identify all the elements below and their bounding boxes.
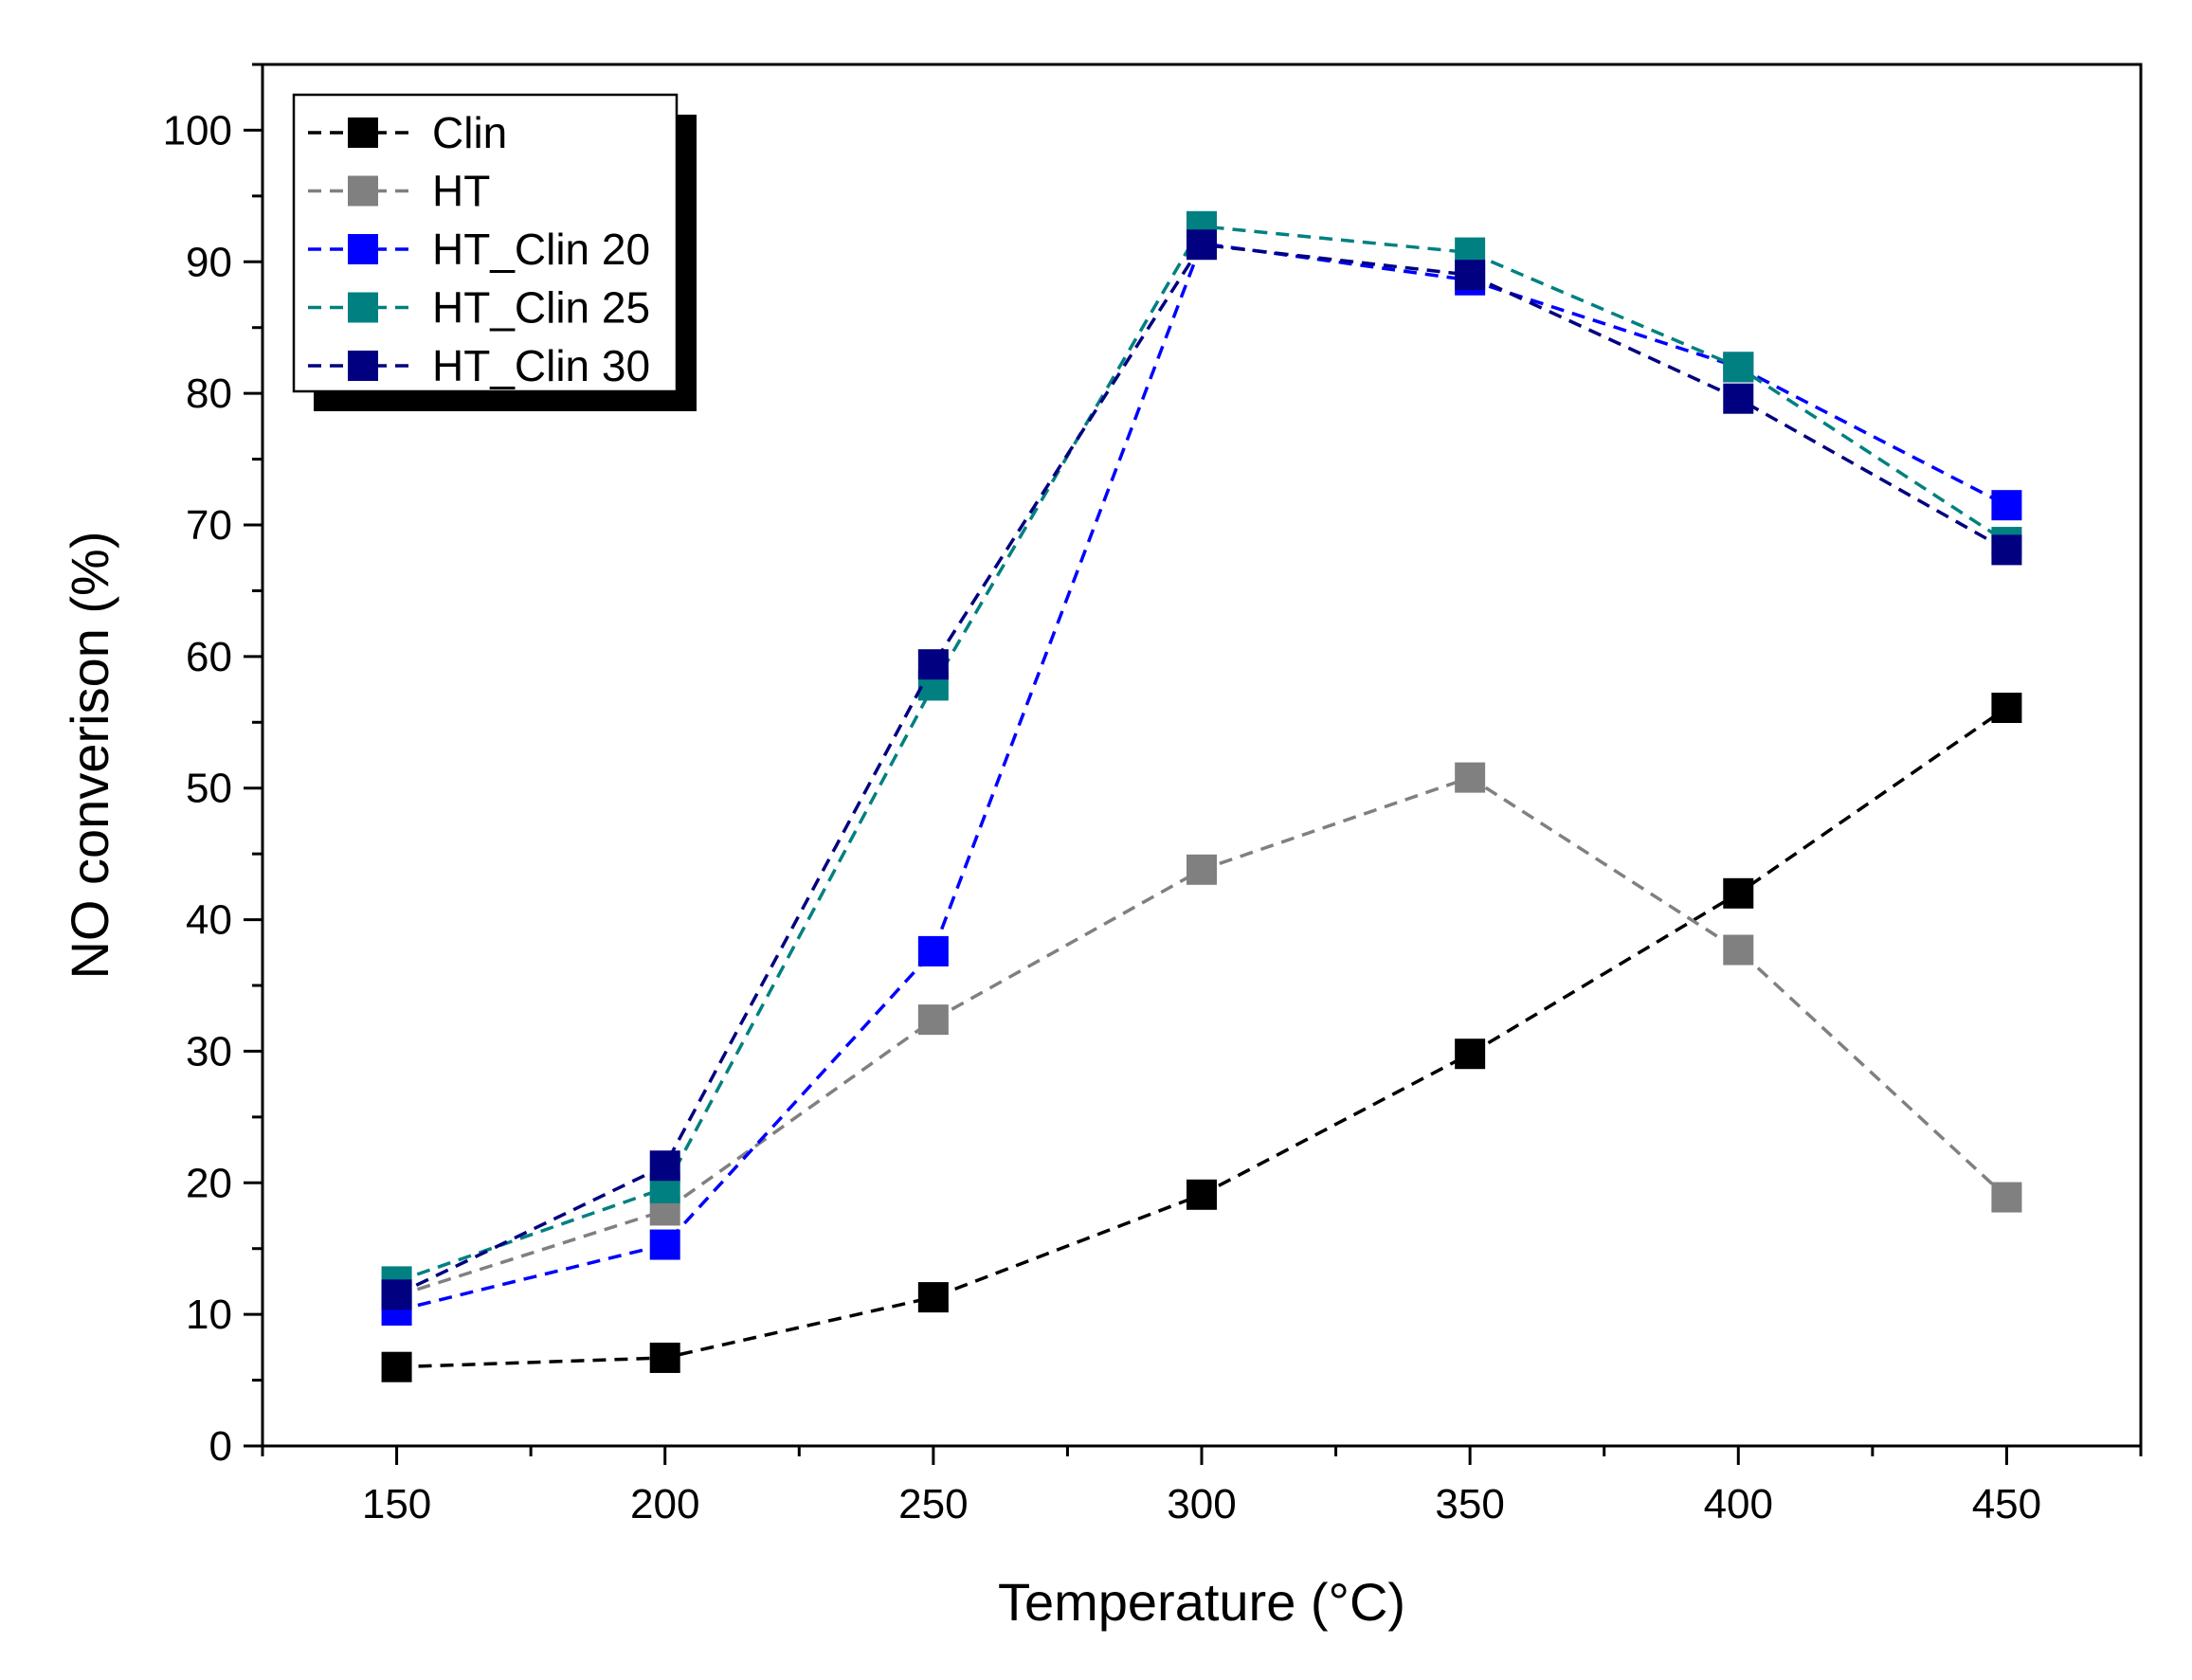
data-point xyxy=(917,1282,949,1313)
series-layer xyxy=(381,210,2022,1382)
x-tick-label: 450 xyxy=(1972,1481,2041,1527)
x-tick-label: 150 xyxy=(362,1481,431,1527)
legend-label: Clin xyxy=(432,108,507,157)
x-tick-label: 300 xyxy=(1167,1481,1236,1527)
legend-item-ht-clin-20: HT_Clin 20 xyxy=(308,225,650,274)
legend-marker xyxy=(348,292,378,323)
data-point xyxy=(1455,1039,1486,1070)
y-tick-label: 100 xyxy=(163,107,232,154)
legend-label: HT_Clin 30 xyxy=(432,341,650,390)
data-point xyxy=(1187,854,1217,885)
legend-item-ht-clin-25: HT_Clin 25 xyxy=(308,283,650,333)
legend-marker xyxy=(348,234,378,264)
legend-label: HT_Clin 20 xyxy=(432,225,650,274)
series-ht xyxy=(381,762,2022,1311)
data-point xyxy=(381,1279,412,1310)
x-tick-label: 400 xyxy=(1704,1481,1773,1527)
data-point xyxy=(1455,260,1486,291)
y-tick-label: 80 xyxy=(186,370,232,417)
legend-marker xyxy=(348,117,378,148)
data-point xyxy=(917,649,949,680)
legend-item-clin: Clin xyxy=(308,108,507,157)
legend-marker xyxy=(348,175,378,207)
x-tick-label: 200 xyxy=(630,1481,699,1527)
data-point xyxy=(1991,490,2022,521)
legend-marker xyxy=(348,351,378,381)
series-clin xyxy=(381,693,2022,1382)
data-point xyxy=(381,1351,412,1382)
data-point xyxy=(917,935,949,966)
y-tick-label: 50 xyxy=(186,766,232,812)
series-ht-clin-30 xyxy=(381,229,2022,1310)
data-point xyxy=(917,1004,949,1036)
x-axis: 150 200 250 300 350 400 450 xyxy=(261,1446,2143,1527)
data-point xyxy=(649,1150,680,1182)
legend-label: HT xyxy=(432,167,490,216)
y-tick-label: 0 xyxy=(209,1423,232,1470)
data-point xyxy=(1187,229,1217,261)
x-tick-label: 250 xyxy=(898,1481,968,1527)
y-axis-title: NO converison (%) xyxy=(60,531,119,979)
data-point xyxy=(1455,762,1486,793)
y-axis: 0 10 20 30 40 50 60 70 80 90 100 xyxy=(163,63,263,1470)
data-point xyxy=(649,1342,680,1373)
y-tick-label: 30 xyxy=(186,1028,232,1075)
data-point xyxy=(1991,1182,2022,1213)
data-point xyxy=(1723,877,1754,909)
data-point xyxy=(1991,534,2022,566)
data-point xyxy=(1723,934,1754,966)
data-point xyxy=(1991,693,2022,724)
y-tick-label: 40 xyxy=(186,897,232,944)
y-tick-label: 20 xyxy=(186,1160,232,1206)
y-tick-label: 90 xyxy=(186,239,232,285)
data-point xyxy=(1187,1179,1217,1210)
y-tick-label: 60 xyxy=(186,634,232,680)
legend: Clin HT HT_Clin 20 HT_Clin 25 HT_Clin 30 xyxy=(292,93,697,411)
legend-label: HT_Clin 25 xyxy=(432,283,650,333)
data-point xyxy=(1723,352,1754,383)
legend-item-ht-clin-30: HT_Clin 30 xyxy=(308,341,650,390)
data-point xyxy=(1723,383,1754,414)
data-point xyxy=(649,1229,680,1260)
x-tick-label: 350 xyxy=(1435,1481,1504,1527)
y-tick-label: 70 xyxy=(186,502,232,549)
x-axis-title: Temperature (°C) xyxy=(998,1572,1405,1632)
series-line xyxy=(396,706,2008,1369)
y-tick-label: 10 xyxy=(186,1292,232,1338)
legend-item-ht: HT xyxy=(308,167,490,216)
